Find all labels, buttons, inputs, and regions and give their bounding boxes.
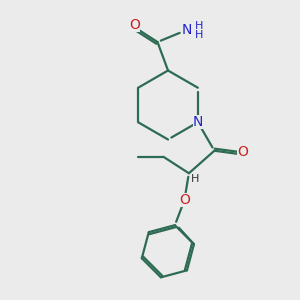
Text: O: O [130,18,140,32]
Text: O: O [179,193,190,207]
Text: N: N [193,115,203,129]
Text: O: O [237,145,248,159]
Text: H: H [194,30,203,40]
Text: N: N [182,23,192,37]
Text: H: H [191,174,200,184]
Text: H: H [194,21,203,31]
